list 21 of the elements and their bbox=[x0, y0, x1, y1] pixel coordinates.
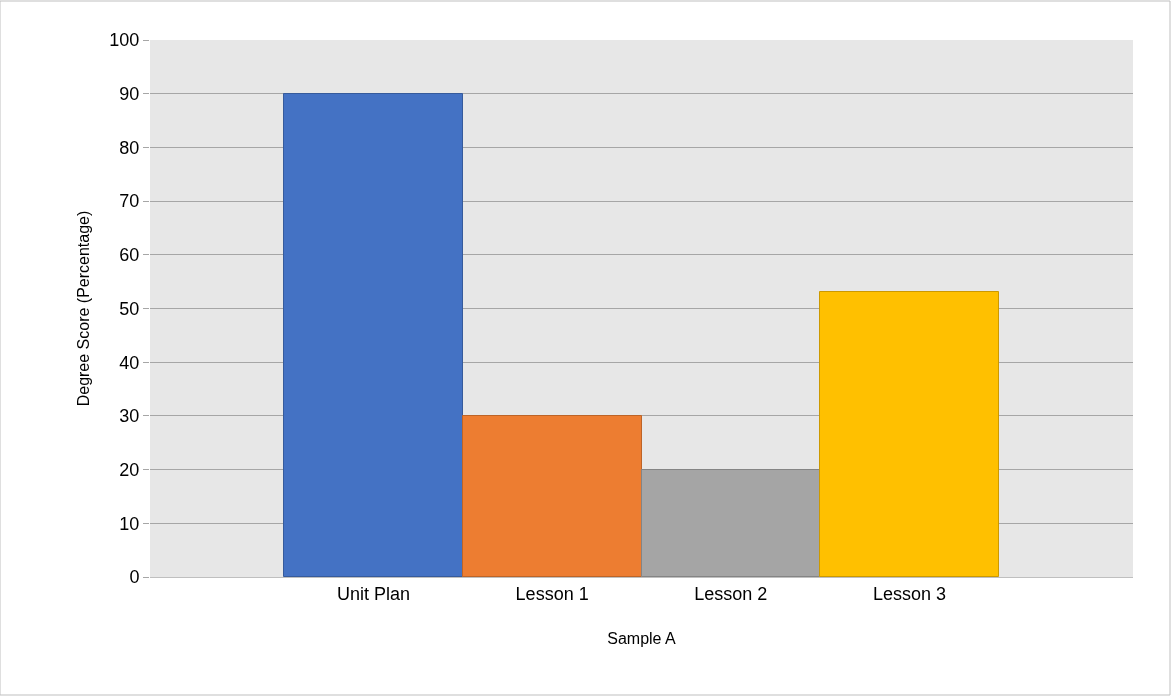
x-tick-label: Unit Plan bbox=[336, 583, 410, 604]
x-tick-label: Lesson 2 bbox=[694, 583, 768, 604]
y-tick-label: 90 bbox=[119, 84, 140, 104]
y-tick-label: 40 bbox=[119, 352, 140, 373]
y-tick-label: 10 bbox=[119, 513, 140, 534]
y-tick-label: 100 bbox=[109, 30, 140, 51]
bar bbox=[283, 93, 463, 577]
y-tick-label: 80 bbox=[119, 137, 140, 158]
y-tick-label: 0 bbox=[129, 567, 140, 588]
bar bbox=[462, 415, 642, 577]
y-tick-label: 70 bbox=[119, 191, 140, 212]
bar bbox=[641, 469, 820, 577]
x-axis-title: Sample A bbox=[607, 630, 677, 648]
y-tick-label: 50 bbox=[119, 298, 140, 319]
x-tick-label: Lesson 3 bbox=[873, 583, 947, 604]
y-tick-label: 20 bbox=[119, 459, 140, 480]
y-axis-title: Degree Score (Percentage) bbox=[75, 210, 93, 407]
y-tick-label: 60 bbox=[119, 245, 140, 266]
bar bbox=[819, 291, 999, 577]
x-tick-label: Lesson 1 bbox=[515, 583, 589, 604]
y-tick-label: 30 bbox=[119, 406, 140, 427]
